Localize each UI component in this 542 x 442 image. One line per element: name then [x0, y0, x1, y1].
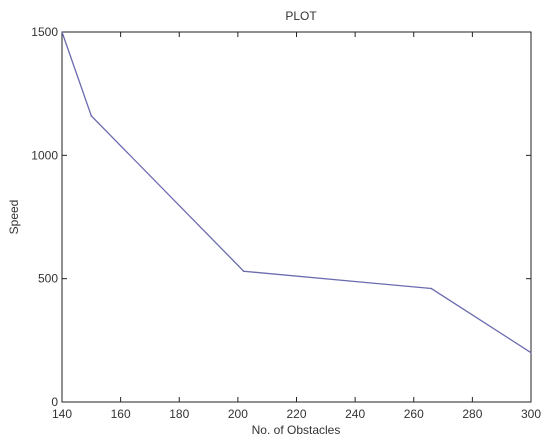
data-point	[90, 115, 93, 117]
x-tick-label: 280	[462, 407, 482, 421]
data-point	[242, 270, 245, 273]
x-tick-label: 260	[404, 407, 424, 421]
series-line	[61, 31, 532, 354]
axis-ticks	[61, 31, 532, 403]
data-point	[61, 31, 63, 33]
y-tick-label: 1500	[31, 25, 58, 39]
y-tick-labels: 0 500 1000 1500	[31, 25, 58, 409]
x-tick-label: 140	[52, 407, 72, 421]
y-tick-label: 500	[38, 272, 58, 286]
x-tick-labels: 140 160 180 200 220 240 260 280 300	[52, 407, 541, 421]
y-axis-label: Speed	[7, 200, 21, 235]
x-tick-label: 180	[169, 407, 189, 421]
plot-frame	[61, 31, 532, 403]
x-axis-label: No. of Obstacles	[252, 423, 341, 437]
y-tick-label: 0	[51, 395, 58, 409]
x-tick-label: 200	[228, 407, 248, 421]
x-tick-label: 220	[286, 407, 306, 421]
x-tick-label: 240	[345, 407, 365, 421]
x-tick-label: 300	[521, 407, 541, 421]
data-point	[530, 351, 532, 354]
chart-title: PLOT	[285, 9, 317, 23]
x-tick-label: 160	[111, 407, 131, 421]
y-tick-label: 1000	[31, 148, 58, 162]
series-points	[61, 31, 532, 354]
data-point	[430, 287, 433, 290]
